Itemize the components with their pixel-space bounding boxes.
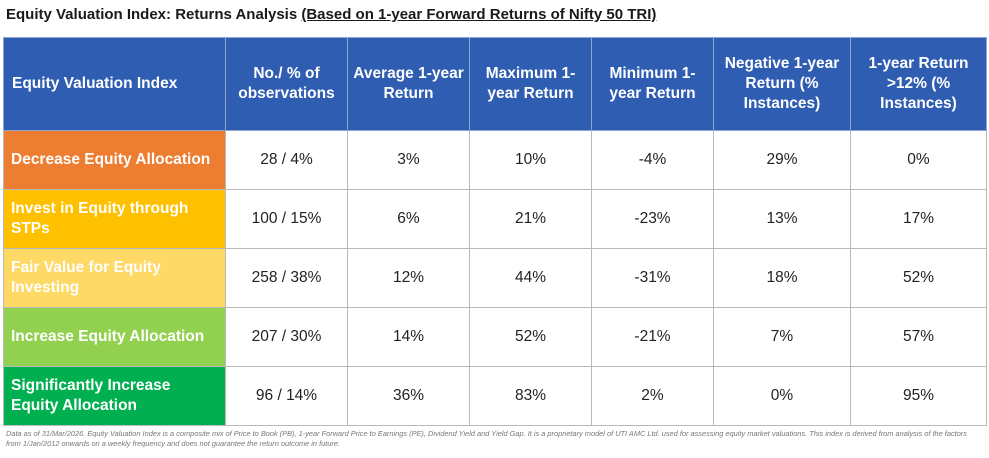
maximum-return-cell: 44% (469, 248, 592, 308)
maximum-return-cell: 10% (469, 130, 592, 190)
minimum-return-cell: -21% (591, 307, 714, 367)
row-label: Invest in Equity through STPs (3, 189, 226, 249)
row-label: Fair Value for Equity Investing (3, 248, 226, 308)
header-equity-valuation-index: Equity Valuation Index (3, 37, 226, 131)
return-above-12-cell: 0% (850, 130, 987, 190)
maximum-return-cell: 83% (469, 366, 592, 426)
row-label: Increase Equity Allocation (3, 307, 226, 367)
negative-return-cell: 13% (713, 189, 851, 249)
observations-cell: 100 / 15% (225, 189, 348, 249)
observations-cell: 258 / 38% (225, 248, 348, 308)
row-label: Significantly Increase Equity Allocation (3, 366, 226, 426)
table-row: Increase Equity Allocation 207 / 30% 14% 52… (3, 307, 987, 367)
observations-cell: 28 / 4% (225, 130, 348, 190)
return-above-12-cell: 17% (850, 189, 987, 249)
negative-return-cell: 18% (713, 248, 851, 308)
minimum-return-cell: -4% (591, 130, 714, 190)
row-label: Decrease Equity Allocation (3, 130, 226, 190)
maximum-return-cell: 52% (469, 307, 592, 367)
average-return-cell: 6% (347, 189, 470, 249)
return-above-12-cell: 57% (850, 307, 987, 367)
page-title: Equity Valuation Index: Returns Analysis… (6, 6, 656, 23)
observations-cell: 96 / 14% (225, 366, 348, 426)
table-row: Decrease Equity Allocation 28 / 4% 3% 10% -4… (3, 130, 987, 190)
maximum-return-cell: 21% (469, 189, 592, 249)
negative-return-cell: 0% (713, 366, 851, 426)
title-main: Equity Valuation Index: Returns Analysis (6, 6, 302, 23)
negative-return-cell: 29% (713, 130, 851, 190)
table-row: Fair Value for Equity Investing 258 / 38%… (3, 248, 987, 308)
header-maximum-return: Maximum 1-year Return (469, 37, 592, 131)
returns-table: Equity Valuation Index No./ % of observa… (3, 37, 987, 426)
minimum-return-cell: -31% (591, 248, 714, 308)
table-row: Invest in Equity through STPs 100 / 15% 6%… (3, 189, 987, 249)
table-row: Significantly Increase Equity Allocation… (3, 366, 987, 426)
return-above-12-cell: 52% (850, 248, 987, 308)
minimum-return-cell: 2% (591, 366, 714, 426)
return-above-12-cell: 95% (850, 366, 987, 426)
header-return-above-12: 1-year Return >12% (% Instances) (850, 37, 987, 131)
header-row: Equity Valuation Index No./ % of observa… (3, 37, 987, 131)
header-negative-return: Negative 1-year Return (% Instances) (713, 37, 851, 131)
footnote: Data as of 31/Mar/2026. Equity Valuation… (6, 429, 967, 448)
header-average-return: Average 1-year Return (347, 37, 470, 131)
average-return-cell: 12% (347, 248, 470, 308)
negative-return-cell: 7% (713, 307, 851, 367)
header-minimum-return: Minimum 1-year Return (591, 37, 714, 131)
minimum-return-cell: -23% (591, 189, 714, 249)
average-return-cell: 3% (347, 130, 470, 190)
average-return-cell: 14% (347, 307, 470, 367)
header-observations: No./ % of observations (225, 37, 348, 131)
title-subtitle: (Based on 1-year Forward Returns of Nift… (301, 6, 657, 23)
average-return-cell: 36% (347, 366, 470, 426)
observations-cell: 207 / 30% (225, 307, 348, 367)
